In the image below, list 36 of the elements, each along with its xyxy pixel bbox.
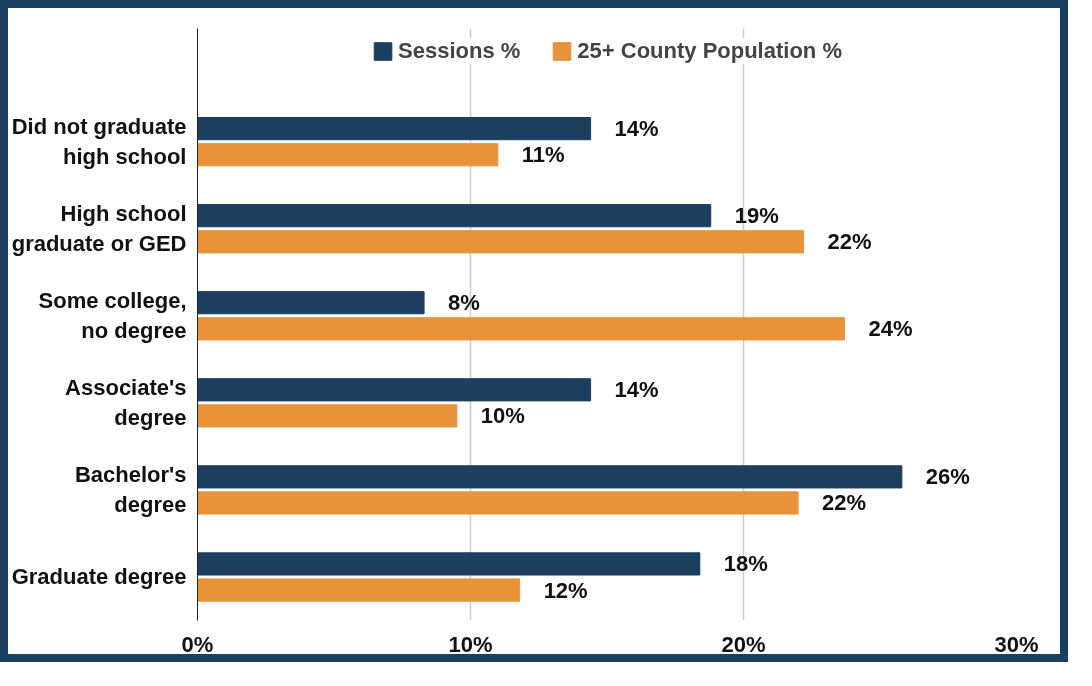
y-tick-label: Some college, no degree [38,288,187,344]
data-label: 18% [723,551,768,577]
y-tick-label: Did not graduate high school [11,114,187,170]
x-tick-label: 10% [448,631,493,657]
x-tick-label: 30% [994,631,1039,657]
bar [197,491,799,515]
bar [197,230,805,254]
bar [197,578,521,602]
bar [197,291,425,315]
data-label: 12% [543,577,588,603]
legend-label: 25+ County Population % [577,38,842,64]
y-tick-label: Graduate degree [11,564,187,590]
data-label: 19% [734,203,779,229]
bar [197,143,499,167]
bar [197,465,903,489]
data-label: 14% [614,377,659,403]
bar [197,378,592,402]
bar [197,204,712,228]
data-label: 26% [925,464,970,490]
data-label: 22% [827,229,872,255]
legend-label: Sessions % [398,38,521,64]
data-label: 8% [448,290,480,316]
data-label: 11% [521,142,565,168]
y-tick-label: High school graduate or GED [11,201,187,257]
y-tick-label: Bachelor's degree [74,462,187,518]
x-tick-label: 0% [181,631,214,657]
bar [197,317,846,341]
data-label: 10% [480,403,525,429]
bar [197,552,701,576]
bar [197,404,458,428]
x-tick-label: 20% [721,631,766,657]
y-tick-label: Associate's degree [65,375,187,431]
data-label: 24% [868,316,913,342]
data-label: 22% [822,490,867,516]
data-label: 14% [614,116,659,142]
bar [197,117,592,141]
